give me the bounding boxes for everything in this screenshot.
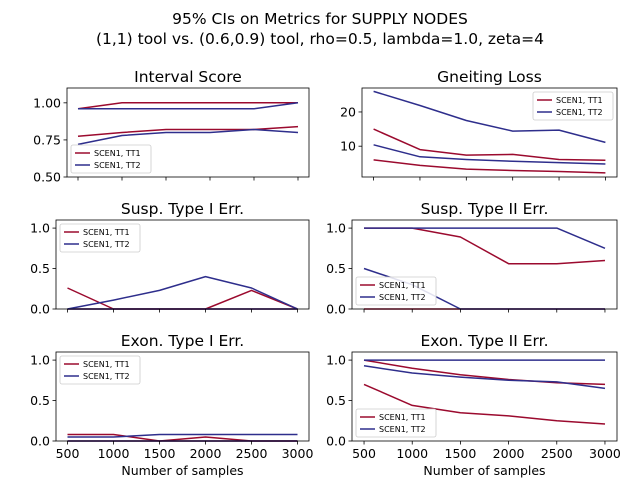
panel-exon-type-2-error: Exon. Type II Err. Number of samples 0.0… [326, 332, 621, 478]
x-tick-label: 1000 [396, 446, 428, 461]
y-tick-label: 0.75 [33, 132, 61, 147]
panel-title: Interval Score [134, 68, 242, 86]
legend-box [59, 355, 141, 385]
legend-entry-label: SCEN1, TT1 [83, 360, 130, 369]
x-tick-label: 1500 [445, 446, 477, 461]
legend-entry-label: SCEN1, TT1 [94, 149, 141, 158]
legend-box [355, 408, 437, 438]
legend-entry-label: SCEN1, TT1 [379, 413, 426, 422]
y-tick-label: 0.5 [326, 393, 346, 408]
axes-frame [351, 219, 618, 310]
panel-gneiting-loss: Gneiting Loss 10 20 SCEN1, TT1 SCEN1, TT2 [340, 68, 618, 181]
legend-entry-label: SCEN1, TT2 [94, 161, 141, 170]
x-tick-label: 1500 [144, 446, 176, 461]
figure-title-line-2: (1,1) tool vs. (0.6,0.9) tool, rho=0.5, … [96, 30, 544, 48]
x-tick-label: 500 [352, 446, 376, 461]
series-line-2-upper [364, 227, 606, 249]
series-line-1-lower [363, 383, 606, 425]
legend-entry-label: SCEN1, TT1 [83, 228, 130, 237]
panel-title: Gneiting Loss [437, 68, 542, 86]
x-tick-label: 500 [56, 446, 80, 461]
series-line-2-lower [77, 128, 299, 146]
y-tick-label: 0.0 [30, 434, 50, 449]
y-tick-label: 20 [340, 104, 356, 119]
legend: SCEN1, TT1 SCEN1, TT2 [70, 144, 152, 174]
x-tick-label: 2500 [236, 446, 268, 461]
y-tick-label: 1.0 [326, 221, 346, 236]
legend-entry-label: SCEN1, TT2 [379, 425, 426, 434]
legend-box [59, 223, 141, 253]
x-tick-label: 2000 [493, 446, 525, 461]
series-line-1-upper [77, 102, 298, 110]
x-tick-label: 2000 [190, 446, 222, 461]
axes-frame [55, 219, 310, 310]
series-line-1-lower [373, 159, 606, 174]
series-line-2-upper [78, 102, 299, 110]
panel-title: Exon. Type I Err. [121, 332, 244, 350]
legend: SCEN1, TT1 SCEN1, TT2 [59, 355, 141, 385]
series-line-2-lower [373, 144, 606, 165]
panel-title: Susp. Type I Err. [121, 200, 244, 218]
legend-box [355, 276, 437, 306]
x-axis-label: Number of samples [423, 463, 545, 478]
series-line-2-upper [67, 275, 298, 310]
y-tick-label: 1.0 [326, 353, 346, 368]
legend-box [70, 144, 152, 174]
series-line-1-upper [373, 128, 606, 161]
y-tick-label: 0.5 [326, 261, 346, 276]
y-tick-label: 1.0 [30, 353, 50, 368]
x-tick-label: 3000 [282, 446, 314, 461]
x-tick-label: 3000 [589, 446, 621, 461]
panel-exon-type-1-error: Exon. Type I Err. Number of samples 0.0 0… [30, 332, 313, 478]
legend-entry-label: SCEN1, TT1 [379, 281, 426, 290]
y-tick-label: 0.50 [33, 170, 61, 185]
y-tick-label: 1.0 [30, 221, 50, 236]
legend: SCEN1, TT1 SCEN1, TT2 [355, 408, 437, 438]
y-tick-label: 0.5 [30, 393, 50, 408]
panel-susp-type-1-error: Susp. Type I Err. 0.00.51.0 SCEN1, TT1SCE… [30, 200, 310, 317]
panel-title: Susp. Type II Err. [421, 200, 549, 218]
legend: SCEN1, TT1 SCEN1, TT2 [532, 91, 614, 121]
axes-frame [66, 87, 310, 178]
legend-entry-label: SCEN1, TT2 [83, 372, 130, 381]
axes-frame [361, 87, 618, 178]
y-tick-label: 0.0 [30, 302, 50, 317]
panel-title: Exon. Type II Err. [420, 332, 548, 350]
legend-entry-label: SCEN1, TT2 [83, 240, 130, 249]
y-tick-label: 0.0 [326, 302, 346, 317]
axes-frame [55, 351, 310, 442]
series-line-2-lower [363, 365, 606, 390]
legend: SCEN1, TT1 SCEN1, TT2 [59, 223, 141, 253]
legend: SCEN1, TT1 SCEN1, TT2 [355, 276, 437, 306]
x-axis-label: Number of samples [121, 463, 243, 478]
x-tick-label: 2500 [541, 446, 573, 461]
y-tick-label: 0.5 [30, 261, 50, 276]
y-tick-label: 0.0 [326, 434, 346, 449]
legend-box [532, 91, 614, 121]
x-tick-label: 1000 [98, 446, 130, 461]
figure-title-line-1: 95% CIs on Metrics for SUPPLY NODES [172, 10, 468, 28]
series-line-1-lower [77, 125, 299, 137]
series-line-2-upper [67, 433, 298, 438]
legend-entry-label: SCEN1, TT2 [556, 108, 603, 117]
y-tick-label: 10 [340, 139, 356, 154]
legend-entry-label: SCEN1, TT1 [556, 96, 603, 105]
y-tick-label: 1.00 [33, 95, 61, 110]
legend-entry-label: SCEN1, TT2 [379, 293, 426, 302]
series-line-2-upper [373, 90, 606, 144]
axes-frame [351, 351, 618, 442]
